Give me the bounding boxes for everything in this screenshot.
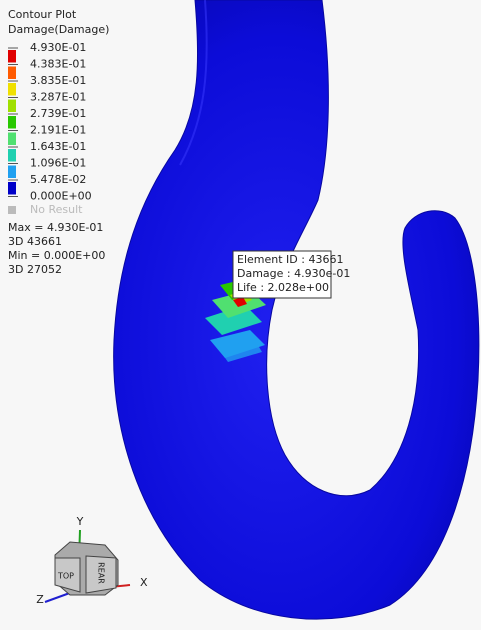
cube-top-label: TOP <box>57 572 74 581</box>
legend-swatch <box>8 165 16 178</box>
legend-swatch <box>8 132 16 145</box>
plot-subtitle: Damage(Damage) <box>8 23 109 36</box>
tooltip-box <box>232 250 332 299</box>
plot-title: Contour Plot <box>8 8 77 21</box>
shank-highlight <box>179 0 208 166</box>
hook-model[interactable] <box>113 0 480 620</box>
legend-swatch <box>8 83 16 96</box>
legend-label: 2.739E-01 <box>30 107 86 120</box>
legend-swatch <box>8 116 16 129</box>
element-tooltip: Element ID : 43661 Damage : 4.930e-01 Li… <box>232 250 350 299</box>
legend-label: 3.287E-01 <box>30 91 86 104</box>
summary-line: 3D 27052 <box>8 263 62 276</box>
view-triad[interactable]: TOP REAR X Y Z <box>36 515 148 606</box>
no-result-label: No Result <box>30 203 83 216</box>
legend-label: 4.383E-01 <box>30 58 86 71</box>
legend-label: 5.478E-02 <box>30 173 86 186</box>
cube-rear-label: REAR <box>97 562 106 584</box>
legend-label: 4.930E-01 <box>30 41 86 54</box>
cube-top-face <box>54 557 81 593</box>
legend-swatch <box>8 66 16 79</box>
tooltip-line: Element ID : 43661 <box>237 253 343 266</box>
legend-swatch <box>8 50 16 63</box>
legend-label: 3.835E-01 <box>30 74 86 87</box>
legend-label: 1.096E-01 <box>30 157 86 170</box>
summary-line: 3D 43661 <box>8 235 62 248</box>
x-label: X <box>140 576 148 589</box>
legend-swatch <box>8 99 16 112</box>
tooltip-line: Damage : 4.930e-01 <box>237 267 350 280</box>
legend: 4.930E-01 4.383E-01 3.835E-01 3.287E-01 2.73… <box>8 41 92 203</box>
z-label: Z <box>36 593 44 606</box>
cube-rear-face <box>85 555 117 594</box>
summary-line: Max = 4.930E-01 <box>8 221 103 234</box>
no-result-swatch <box>8 206 16 214</box>
y-label: Y <box>76 515 84 528</box>
legend-label: 1.643E-01 <box>30 140 86 153</box>
legend-label: 0.000E+00 <box>30 190 92 203</box>
legend-swatch <box>8 149 16 162</box>
legend-label: 2.191E-01 <box>30 124 86 137</box>
legend-swatch <box>8 182 16 195</box>
tooltip-line: Life : 2.028e+00 <box>237 281 329 294</box>
summary-line: Min = 0.000E+00 <box>8 249 105 262</box>
